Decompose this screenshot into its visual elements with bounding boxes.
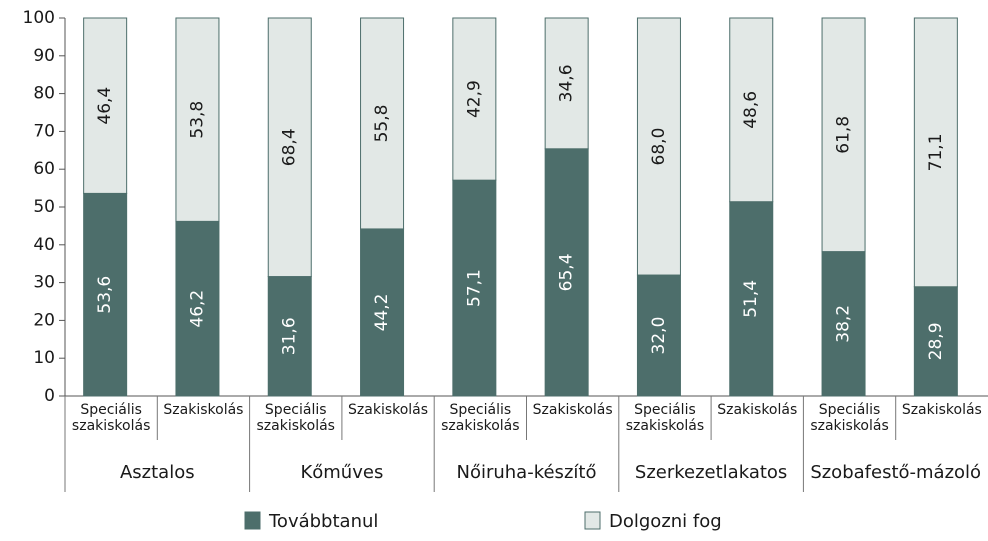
- bar-segment: [544, 148, 589, 397]
- value-label: 71,1: [926, 133, 946, 171]
- category-label: Szakiskolás: [163, 402, 244, 418]
- bar-segment: [913, 286, 958, 397]
- category-label: Szakiskolás: [532, 402, 613, 418]
- bar-segment: [821, 17, 866, 253]
- value-label: 61,8: [834, 116, 854, 154]
- category-label: Speciális szakiskolás: [810, 402, 889, 434]
- bar-segment: [913, 17, 958, 288]
- bar-segment: [636, 17, 681, 276]
- value-label: 65,4: [557, 253, 577, 291]
- y-tick-label: 60: [33, 159, 55, 179]
- bar-segment: [452, 17, 497, 181]
- value-label: 57,1: [464, 269, 484, 307]
- value-label: 51,4: [741, 280, 761, 318]
- bar-segment: [175, 17, 220, 222]
- value-label: 31,6: [280, 317, 300, 355]
- value-label: 32,0: [649, 317, 669, 355]
- bar-segment: [729, 201, 774, 397]
- legend-swatch: [584, 511, 601, 530]
- category-label: Szakiskolás: [901, 402, 982, 418]
- bar-segment: [175, 220, 220, 397]
- category-label: Speciális szakiskolás: [256, 402, 335, 434]
- bar-segment: [267, 17, 312, 278]
- category-label: Szakiskolás: [717, 402, 798, 418]
- value-label: 46,4: [95, 87, 115, 125]
- y-tick-label: 30: [33, 273, 55, 293]
- value-label: 55,8: [372, 105, 392, 143]
- category-label: Speciális szakiskolás: [625, 402, 705, 434]
- bar-segment: [636, 274, 681, 397]
- category-label: Speciális szakiskolás: [71, 402, 151, 434]
- bar-segment: [83, 192, 128, 397]
- value-label: 28,9: [926, 322, 946, 360]
- group-label: Szobafestő-mázoló: [810, 462, 982, 483]
- bar-segment: [452, 179, 497, 397]
- value-label: 34,6: [557, 64, 577, 102]
- value-label: 48,6: [741, 91, 761, 129]
- category-label: Speciális szakiskolás: [441, 402, 520, 434]
- legend-label: Dolgozni fog: [609, 511, 722, 532]
- value-label: 53,8: [187, 101, 207, 139]
- group-label: Kőműves: [300, 462, 384, 483]
- y-tick-label: 10: [33, 348, 55, 368]
- bar-segment: [544, 17, 589, 150]
- y-tick-label: 40: [33, 235, 55, 255]
- y-tick-label: 70: [33, 121, 55, 141]
- y-tick-label: 0: [44, 386, 55, 406]
- group-label: Szerkezetlakatos: [634, 462, 788, 483]
- value-label: 68,0: [649, 128, 669, 166]
- value-label: 46,2: [187, 290, 207, 328]
- value-label: 44,2: [372, 294, 392, 332]
- y-tick-label: 50: [33, 197, 55, 217]
- value-label: 42,9: [464, 80, 484, 118]
- y-tick-label: 100: [23, 8, 55, 28]
- group-label: Asztalos: [119, 462, 195, 483]
- y-tick-label: 20: [33, 310, 55, 330]
- group-label: Nőiruha-készítő: [456, 462, 597, 483]
- bar-segment: [821, 251, 866, 397]
- y-tick-label: 90: [33, 46, 55, 66]
- legend-swatch: [244, 511, 261, 530]
- value-label: 53,6: [95, 276, 115, 314]
- value-label: 68,4: [280, 128, 300, 166]
- category-label: Szakiskolás: [348, 402, 429, 418]
- value-label: 38,2: [834, 305, 854, 343]
- bar-segment: [83, 17, 128, 194]
- bar-segment: [729, 17, 774, 203]
- bar-segment: [267, 276, 312, 397]
- bar-segment: [360, 17, 405, 230]
- legend-label: Továbbtanul: [268, 511, 378, 532]
- y-tick-label: 80: [33, 84, 55, 104]
